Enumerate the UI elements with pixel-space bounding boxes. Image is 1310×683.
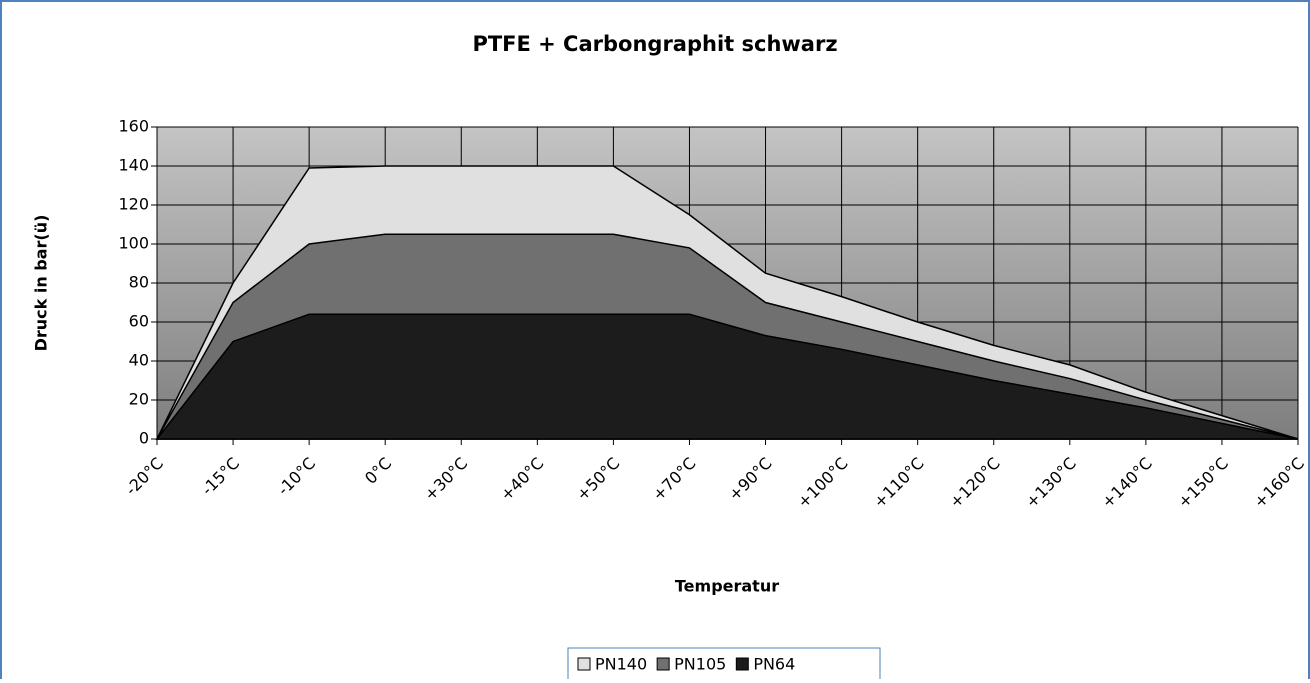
- legend-swatch: [656, 657, 670, 671]
- y-tick-label: 80: [129, 273, 149, 292]
- y-axis-label: Druck in bar(ü): [32, 215, 51, 352]
- y-tick-label: 140: [118, 156, 149, 175]
- y-tick-label: 20: [129, 390, 149, 409]
- y-tick-label: 60: [129, 312, 149, 331]
- legend-label: PN64: [753, 655, 795, 674]
- legend-swatch: [577, 657, 591, 671]
- y-tick-label: 120: [118, 195, 149, 214]
- legend-swatch: [735, 657, 749, 671]
- y-tick-label: 160: [118, 117, 149, 136]
- chart-title: PTFE + Carbongraphit schwarz: [472, 32, 837, 56]
- area: [155, 313, 1299, 440]
- y-tick-label: 100: [118, 234, 149, 253]
- legend-label: PN105: [674, 655, 726, 674]
- y-tick-label: 40: [129, 351, 149, 370]
- x-axis-label: Temperatur: [675, 577, 779, 596]
- legend-label: PN140: [595, 655, 647, 674]
- y-tick-label: 0: [139, 429, 149, 448]
